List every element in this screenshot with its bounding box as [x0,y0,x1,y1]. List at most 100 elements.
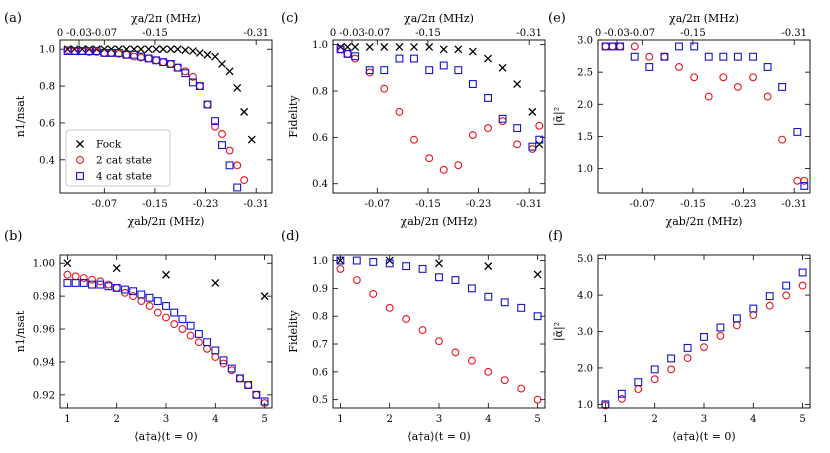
data-point-cat4 [402,262,411,271]
data-point-cat4 [137,52,145,61]
x-tick-label: -0.07 [629,199,655,210]
data-point-cat2 [650,375,659,384]
data-point-fock [454,45,463,54]
series-cat2 [601,42,809,185]
data-point-cat4 [385,259,394,268]
data-point-cat4 [616,42,625,51]
y-axis-label: |ᾱ|² [552,107,566,126]
data-point-cat4 [96,280,105,289]
panel-d: (d) 1 2 3 4 5 0.5 0.6 0.7 0.8 0.9 1.0 ⟨a†a⟩(t = 0) Fi… [281,229,546,443]
y-tick-label: 0.5 [312,395,328,406]
data-point-cat2 [236,374,244,383]
data-point-cat2 [468,131,477,139]
data-point-cat4 [425,66,434,75]
x-tick-label: -0.31 [243,199,269,210]
data-point-cat4 [467,284,476,293]
data-point-cat2 [528,145,537,153]
y-tick-label: 0.8 [39,82,55,93]
legend-marker-fock [76,140,84,148]
data-point-cat2 [144,54,153,63]
data-point-cat2 [79,274,88,282]
data-point-cat2 [733,82,742,91]
data-point-cat4 [645,63,654,71]
data-point-cat4 [793,127,802,136]
data-point-fock [162,270,170,279]
data-point-fock [484,54,493,63]
data-point-cat2 [351,54,360,63]
data-point-cat4 [533,312,542,321]
data-point-cat4 [104,282,113,291]
data-point-cat2 [667,365,676,374]
data-point-cat4 [260,397,269,406]
data-point-cat4 [114,48,123,57]
data-point-cat4 [418,264,427,273]
top-tick-label: -0.31 [781,28,807,39]
panel-label: (b) [4,229,22,244]
data-point-cat4 [144,54,153,63]
data-point-cat4 [336,256,345,265]
y-tick-label: 0.6 [312,133,328,144]
legend-marker-cat4 [76,172,84,180]
data-point-cat2 [533,395,542,404]
data-point-cat4 [517,303,526,312]
data-point-fock [395,42,404,51]
x-tick-label: -0.15 [415,199,441,210]
top-tick-label: -0.15 [142,28,168,39]
x-axis-label: ⟨a†a⟩(t = 0) [407,430,470,443]
y-tick-label: 1.0 [39,45,55,56]
data-point-cat4 [650,365,659,374]
data-point-cat2 [195,82,204,91]
legend-box [65,129,171,187]
data-point-cat2 [634,385,643,394]
x-tick-label: 4 [212,414,218,425]
data-point-cat2 [700,343,708,352]
data-point-cat4 [336,45,345,54]
x-tick-label: 2 [114,414,120,425]
y-tick-label: 0.92 [33,390,55,401]
panel-label: (a) [4,11,22,26]
data-point-fock [439,45,448,54]
data-point-cat4 [203,338,212,347]
data-point-fock [92,45,101,54]
data-point-fock [410,42,418,51]
top-axis-label: χa/2π (MHz) [669,12,739,25]
data-point-fock [498,63,507,72]
data-point-cat4 [225,161,234,170]
data-point-cat2 [617,394,626,403]
top-tick-label: 0 [595,28,601,39]
data-point-cat4 [660,52,669,61]
data-point-cat2 [100,48,109,57]
data-point-cat2 [749,73,757,82]
data-point-fock [343,42,352,51]
y-tick-label: 3.0 [577,36,593,47]
data-point-fock [468,47,477,56]
x-tick-label: -0.23 [193,199,219,210]
data-point-cat2 [107,48,116,57]
data-point-cat2 [203,344,212,353]
panel-label: (d) [281,229,299,244]
data-point-fock [435,259,443,268]
x-tick-label: 1 [337,414,343,425]
series-cat2 [63,270,269,408]
y-tick-label: 2.0 [577,363,593,374]
legend: Fock 2 cat state 4 cat state [65,129,171,187]
x-tick-label: 5 [799,414,805,425]
y-tick-label: 0.8 [312,87,328,98]
plot-frame [59,39,273,194]
data-point-cat4 [145,293,154,302]
data-point-cat4 [92,47,101,56]
data-point-cat2 [63,270,72,279]
series-fock [63,259,269,301]
data-point-cat2 [218,130,226,138]
y-tick-label: 0.96 [33,325,55,336]
data-point-fock [195,48,204,57]
data-point-cat2 [104,280,113,289]
data-point-cat2 [112,283,121,292]
x-axis-label: χab/2π (MHz) [666,215,743,228]
data-point-cat4 [716,323,725,332]
y-tick-label: 0.94 [33,357,55,368]
data-point-cat2 [732,321,741,330]
data-point-cat4 [218,141,226,150]
data-point-cat2 [683,354,692,363]
data-point-cat4 [617,389,626,398]
